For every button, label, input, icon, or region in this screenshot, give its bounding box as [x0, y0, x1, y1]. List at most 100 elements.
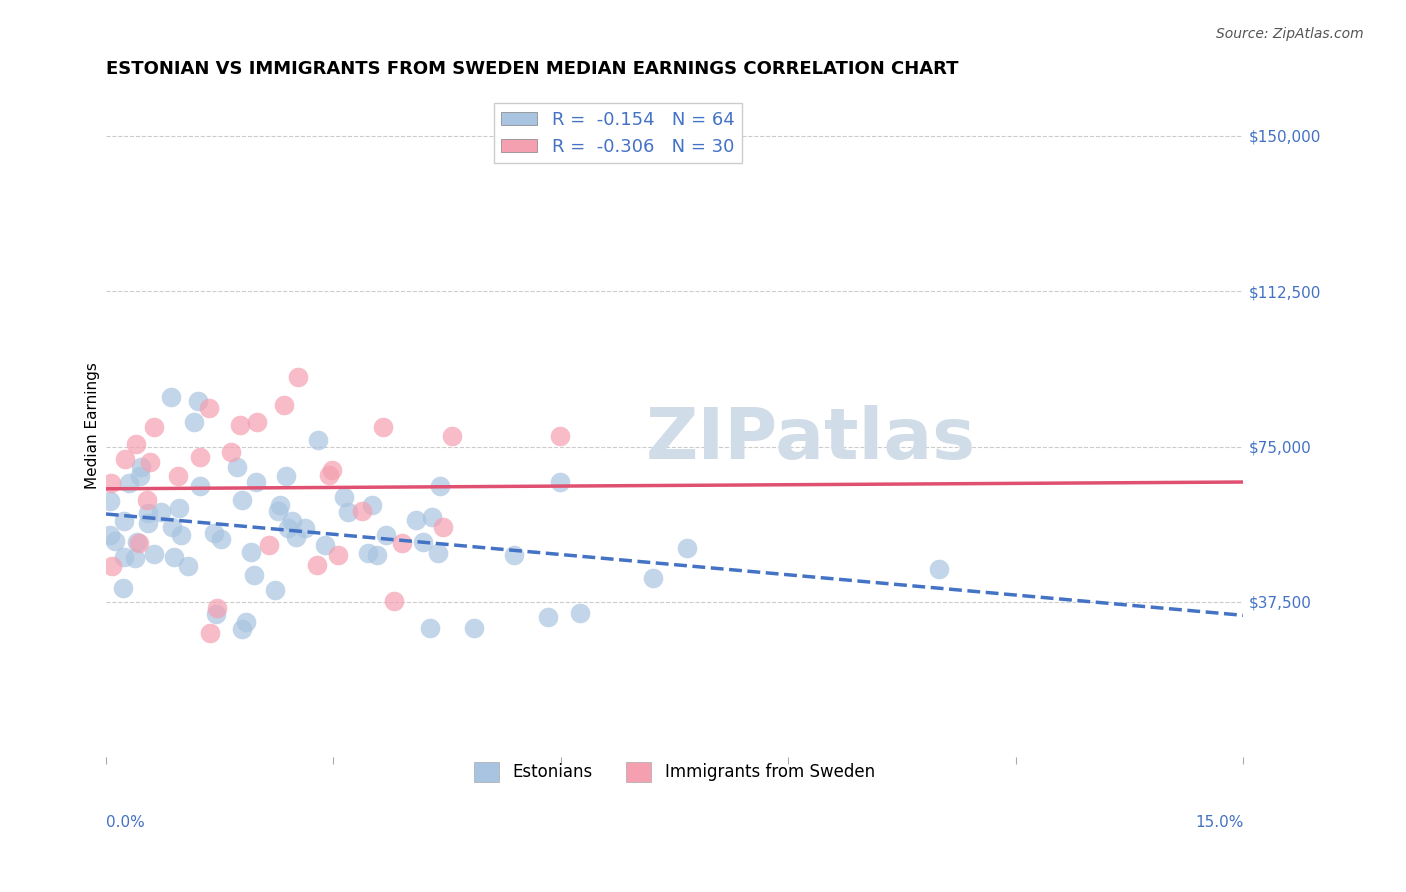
Point — [209, 533, 232, 547]
Point — [374, 528, 396, 542]
Point — [676, 541, 699, 556]
Point — [219, 444, 242, 458]
Point — [205, 607, 228, 621]
Point — [235, 615, 257, 630]
Point — [373, 420, 395, 434]
Text: Source: ZipAtlas.com: Source: ZipAtlas.com — [1216, 27, 1364, 41]
Point — [432, 519, 454, 533]
Point — [125, 437, 148, 451]
Point — [643, 571, 665, 585]
Point — [257, 538, 280, 552]
Point — [548, 475, 571, 489]
Point — [149, 505, 172, 519]
Point — [281, 514, 304, 528]
Point — [361, 498, 384, 512]
Point — [287, 370, 309, 384]
Point — [187, 394, 209, 409]
Point — [143, 419, 166, 434]
Point — [537, 609, 560, 624]
Point — [307, 433, 329, 447]
Point — [200, 626, 222, 640]
Point — [202, 525, 225, 540]
Point — [419, 621, 441, 635]
Point — [231, 622, 253, 636]
Point — [114, 451, 136, 466]
Point — [136, 492, 159, 507]
Point — [136, 516, 159, 530]
Point — [98, 528, 121, 542]
Point — [188, 450, 211, 465]
Point — [245, 475, 267, 490]
Point — [205, 600, 228, 615]
Y-axis label: Median Earnings: Median Earnings — [86, 362, 100, 490]
Point — [143, 547, 166, 561]
Point — [167, 469, 190, 483]
Point — [177, 559, 200, 574]
Point — [129, 469, 152, 483]
Text: 15.0%: 15.0% — [1195, 815, 1243, 830]
Point — [337, 505, 360, 519]
Point — [125, 534, 148, 549]
Point — [305, 558, 328, 572]
Point — [463, 621, 485, 635]
Point — [118, 475, 141, 490]
Point — [231, 493, 253, 508]
Text: 0.0%: 0.0% — [105, 815, 145, 830]
Point — [352, 504, 374, 518]
Point — [246, 415, 269, 429]
Point — [183, 415, 205, 429]
Point — [139, 455, 162, 469]
Point — [136, 506, 159, 520]
Point — [321, 463, 343, 477]
Point — [391, 536, 413, 550]
Point — [274, 468, 297, 483]
Point — [318, 467, 340, 482]
Point — [98, 494, 121, 508]
Point — [405, 513, 427, 527]
Point — [314, 538, 336, 552]
Point — [426, 546, 449, 560]
Point — [267, 504, 290, 518]
Point — [197, 401, 219, 415]
Point — [162, 520, 184, 534]
Legend: Estonians, Immigrants from Sweden: Estonians, Immigrants from Sweden — [468, 755, 882, 789]
Point — [928, 562, 950, 576]
Point — [429, 479, 451, 493]
Point — [294, 521, 316, 535]
Point — [229, 418, 252, 433]
Point — [285, 530, 308, 544]
Point — [129, 459, 152, 474]
Point — [112, 582, 135, 596]
Point — [112, 514, 135, 528]
Point — [357, 546, 380, 560]
Point — [568, 606, 591, 620]
Point — [548, 428, 571, 442]
Point — [269, 498, 291, 512]
Point — [167, 501, 190, 516]
Point — [160, 390, 183, 404]
Point — [225, 459, 247, 474]
Point — [412, 534, 434, 549]
Point — [277, 521, 299, 535]
Point — [128, 536, 150, 550]
Point — [114, 549, 136, 564]
Point — [332, 490, 354, 504]
Point — [243, 568, 266, 582]
Point — [503, 548, 526, 562]
Point — [100, 475, 122, 490]
Point — [190, 479, 212, 493]
Point — [273, 398, 295, 412]
Point — [440, 429, 463, 443]
Text: ZIPatlas: ZIPatlas — [647, 405, 976, 474]
Point — [104, 534, 127, 549]
Point — [124, 551, 146, 566]
Point — [366, 548, 388, 562]
Point — [382, 593, 405, 607]
Text: ESTONIAN VS IMMIGRANTS FROM SWEDEN MEDIAN EARNINGS CORRELATION CHART: ESTONIAN VS IMMIGRANTS FROM SWEDEN MEDIA… — [105, 60, 959, 78]
Point — [163, 550, 186, 565]
Point — [169, 528, 191, 542]
Point — [239, 545, 262, 559]
Point — [100, 559, 122, 574]
Point — [264, 582, 287, 597]
Point — [326, 548, 349, 562]
